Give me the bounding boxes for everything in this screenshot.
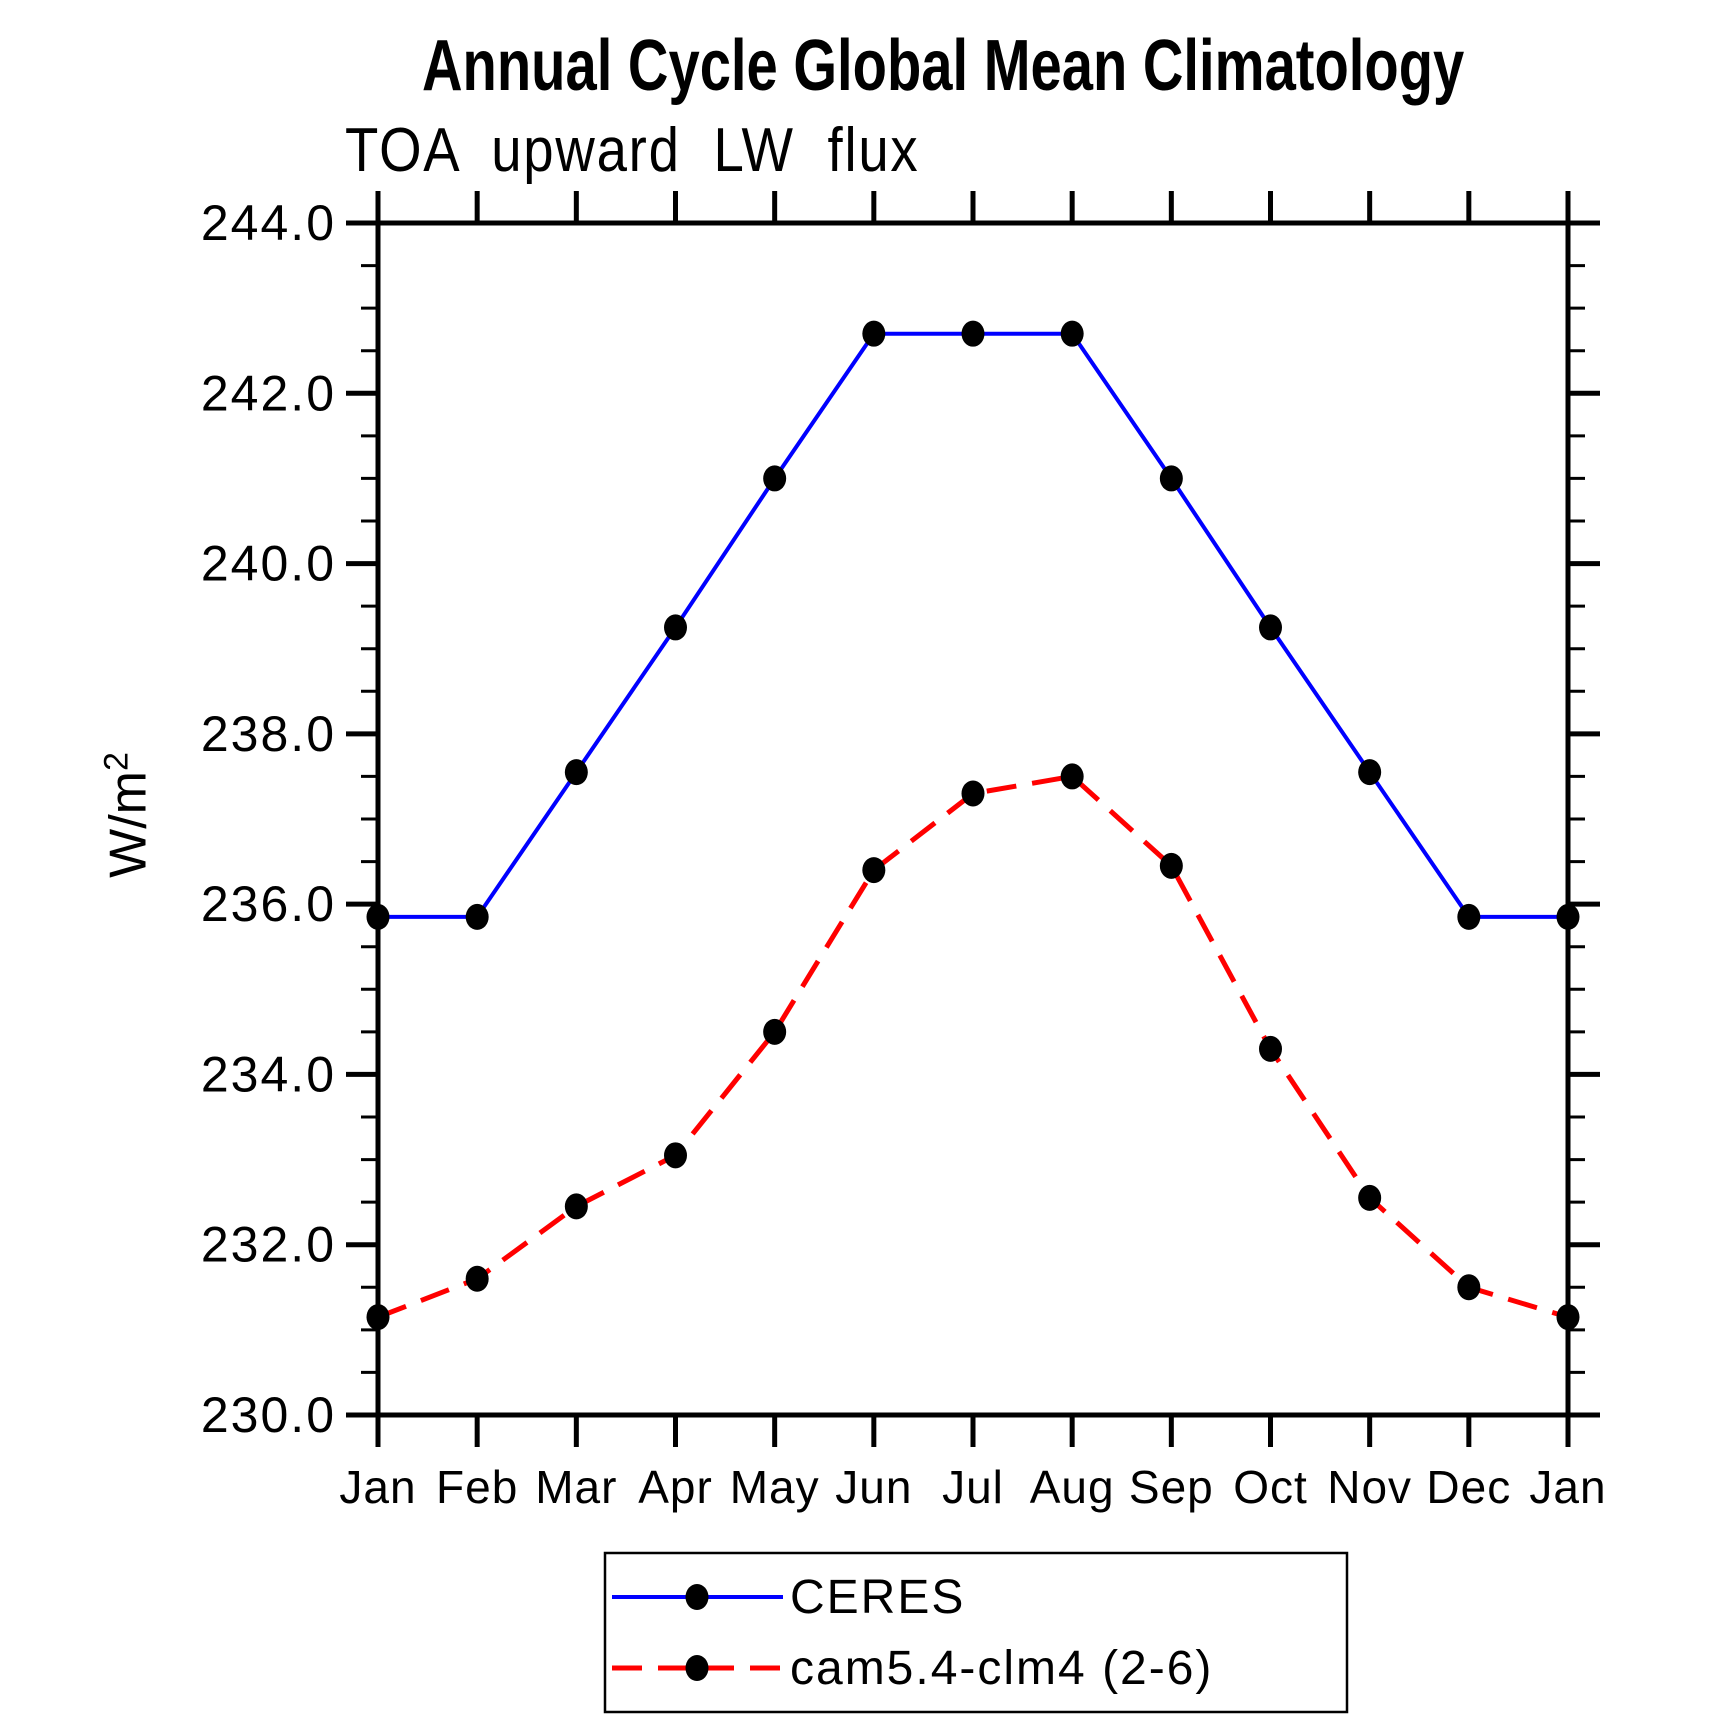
data-point-cam5 bbox=[1556, 1304, 1580, 1331]
x-tick-label: Dec bbox=[1426, 1461, 1511, 1513]
legend-marker-dot bbox=[685, 1584, 709, 1610]
x-tick-label: Feb bbox=[436, 1461, 518, 1513]
data-point-ceres bbox=[1556, 903, 1580, 930]
data-point-cam5 bbox=[1159, 852, 1183, 879]
data-point-cam5 bbox=[763, 1018, 787, 1045]
y-tick-label: 242.0 bbox=[201, 365, 336, 421]
x-tick-label: Oct bbox=[1233, 1461, 1308, 1513]
y-tick-label: 244.0 bbox=[201, 195, 336, 251]
data-point-ceres bbox=[465, 903, 489, 930]
x-tick-label: Jul bbox=[942, 1461, 1004, 1513]
x-tick-label: Nov bbox=[1327, 1461, 1412, 1513]
data-point-ceres bbox=[862, 320, 886, 347]
data-point-cam5 bbox=[465, 1265, 489, 1292]
x-tick-label: Aug bbox=[1030, 1461, 1115, 1513]
data-point-ceres bbox=[366, 903, 390, 930]
data-point-ceres bbox=[1358, 759, 1382, 786]
legend-label: CERES bbox=[790, 1571, 965, 1624]
series-line-ceres bbox=[378, 331, 1568, 919]
x-tick-label: May bbox=[730, 1461, 820, 1513]
legend-box bbox=[603, 1551, 1349, 1714]
data-point-ceres bbox=[564, 759, 588, 786]
data-point-ceres bbox=[1457, 903, 1481, 930]
y-tick-label: 240.0 bbox=[201, 536, 336, 592]
x-tick-label: Sep bbox=[1129, 1461, 1214, 1513]
legend-label: cam5.4-clm4 (2-6) bbox=[790, 1642, 1213, 1695]
data-point-cam5 bbox=[564, 1193, 588, 1220]
data-point-cam5 bbox=[664, 1142, 687, 1169]
data-point-cam5 bbox=[862, 857, 886, 884]
data-point-cam5 bbox=[1259, 1035, 1282, 1062]
data-point-cam5 bbox=[1457, 1274, 1481, 1301]
data-point-ceres bbox=[763, 465, 787, 492]
data-point-cam5 bbox=[1060, 763, 1084, 790]
plot-frame bbox=[375, 220, 1571, 1418]
chart-title: Annual Cycle Global Mean Climatology bbox=[422, 26, 1465, 106]
y-tick-label: 238.0 bbox=[201, 706, 336, 762]
x-tick-label: Mar bbox=[535, 1461, 617, 1513]
legend-marker-dot bbox=[685, 1655, 709, 1681]
data-point-ceres bbox=[1060, 320, 1084, 347]
x-tick-label: Jan bbox=[1529, 1461, 1606, 1513]
chart-subtitle: TOA upward LW flux bbox=[345, 116, 920, 185]
data-point-ceres bbox=[961, 320, 985, 347]
data-point-cam5 bbox=[1358, 1184, 1382, 1211]
y-tick-label: 234.0 bbox=[201, 1046, 336, 1102]
data-point-ceres bbox=[1259, 614, 1282, 641]
y-tick-label: 236.0 bbox=[201, 876, 336, 932]
series-line-cam5 bbox=[377, 773, 1569, 1320]
data-point-cam5 bbox=[366, 1304, 390, 1331]
x-tick-label: Jan bbox=[339, 1461, 416, 1513]
data-point-cam5 bbox=[961, 780, 985, 807]
data-point-ceres bbox=[1159, 465, 1183, 492]
x-tick-label: Apr bbox=[638, 1461, 713, 1513]
y-tick-label: 232.0 bbox=[201, 1217, 336, 1273]
data-point-ceres bbox=[664, 614, 687, 641]
y-tick-label: 230.0 bbox=[201, 1387, 336, 1443]
x-tick-label: Jun bbox=[835, 1461, 912, 1513]
